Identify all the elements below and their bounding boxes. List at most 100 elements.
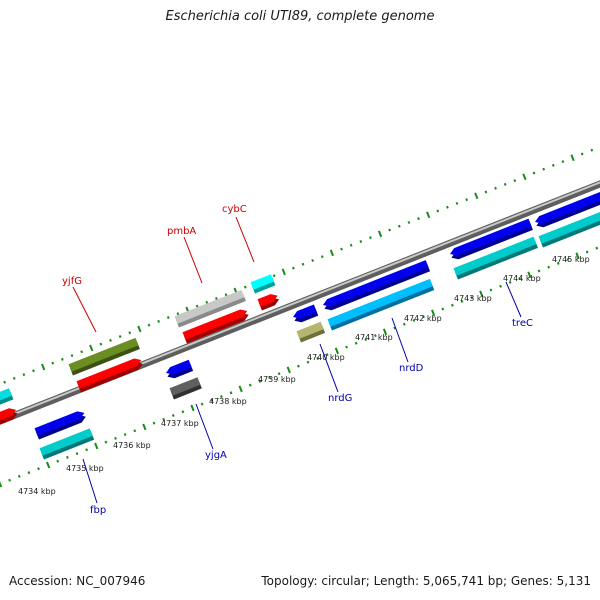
minor-tick bbox=[27, 471, 31, 475]
gene-label-fbp: fbp bbox=[90, 505, 106, 516]
major-tick bbox=[190, 404, 195, 412]
minor-tick bbox=[229, 391, 233, 395]
minor-tick bbox=[56, 459, 60, 463]
accession-text: Accession: NC_007946 bbox=[9, 574, 146, 588]
gene-block-nrdd bbox=[323, 260, 429, 307]
minor-tick bbox=[484, 190, 488, 194]
gene-block-fbp-strand bbox=[34, 411, 85, 436]
minor-tick bbox=[99, 342, 103, 346]
gene-block-right-cyan bbox=[538, 211, 600, 244]
minor-tick bbox=[402, 322, 406, 326]
minor-tick bbox=[32, 369, 35, 373]
major-tick bbox=[426, 211, 431, 219]
minor-tick bbox=[566, 258, 570, 262]
gene-labels-top: yjfG pmbA cybC bbox=[62, 204, 255, 333]
inner-tick-row bbox=[0, 246, 599, 488]
major-tick bbox=[334, 347, 340, 355]
gene-block-trec bbox=[453, 236, 537, 276]
gene-block-trec-strand bbox=[450, 218, 532, 256]
minor-tick bbox=[422, 315, 425, 319]
minor-tick bbox=[17, 474, 21, 478]
tick-label: 4743 kbp bbox=[454, 294, 492, 303]
minor-tick bbox=[354, 341, 358, 345]
gene-block-cybc-red-shadow bbox=[259, 297, 280, 311]
tick-label: 4739 kbp bbox=[258, 375, 296, 384]
tick-labels: 4734 kbp 4735 kbp 4736 kbp 4737 kbp 4738… bbox=[18, 255, 590, 496]
gene-block-yjga bbox=[169, 377, 201, 396]
minor-tick bbox=[465, 198, 469, 202]
tick-label: 4744 kbp bbox=[503, 274, 541, 283]
major-tick bbox=[474, 192, 479, 200]
gene-block-right bbox=[535, 192, 600, 224]
minor-tick bbox=[123, 433, 127, 437]
gene-block-yjga-strand bbox=[166, 359, 192, 375]
major-tick bbox=[479, 290, 484, 298]
minor-tick bbox=[85, 448, 89, 452]
major-tick bbox=[527, 271, 532, 279]
minor-tick bbox=[325, 353, 329, 357]
minor-tick bbox=[51, 361, 55, 365]
minor-tick bbox=[205, 300, 209, 304]
major-tick bbox=[329, 249, 335, 257]
minor-tick bbox=[595, 246, 599, 250]
minor-tick bbox=[224, 293, 228, 297]
genome-summary-text: Topology: circular; Length: 5,065,741 bp… bbox=[261, 574, 591, 588]
minor-tick bbox=[37, 467, 40, 471]
minor-tick bbox=[210, 398, 214, 402]
minor-tick bbox=[316, 356, 320, 360]
major-tick bbox=[570, 154, 575, 162]
minor-tick bbox=[436, 209, 440, 213]
minor-tick bbox=[220, 395, 223, 398]
gene-label-yjfg: yjfG bbox=[62, 276, 82, 287]
map-title: Escherichia coli UTI89, complete genome bbox=[165, 9, 435, 24]
tick-label: 4741 kbp bbox=[355, 333, 393, 342]
minor-tick bbox=[147, 323, 151, 327]
gene-block-nrdg-strand bbox=[293, 304, 317, 319]
major-tick bbox=[137, 325, 142, 333]
minor-tick bbox=[551, 163, 555, 167]
gene-label-yjga: yjgA bbox=[205, 450, 227, 461]
minor-tick bbox=[499, 284, 502, 288]
minor-tick bbox=[8, 478, 11, 482]
minor-tick bbox=[503, 182, 507, 186]
minor-tick bbox=[248, 383, 252, 387]
major-tick bbox=[286, 366, 291, 374]
minor-tick bbox=[455, 201, 459, 205]
minor-tick bbox=[513, 179, 517, 183]
major-tick bbox=[41, 363, 46, 371]
major-tick bbox=[46, 461, 51, 469]
gene-block bbox=[0, 408, 17, 421]
minor-tick bbox=[359, 239, 363, 243]
gene-block-cybc bbox=[250, 274, 274, 290]
minor-tick bbox=[547, 265, 551, 269]
minor-tick bbox=[388, 228, 392, 232]
minor-tick bbox=[297, 364, 300, 368]
minor-tick bbox=[556, 261, 560, 265]
minor-tick bbox=[104, 440, 108, 444]
tick-label: 4745 kbp bbox=[552, 255, 590, 264]
minor-tick bbox=[75, 452, 79, 456]
minor-tick bbox=[128, 331, 132, 335]
minor-tick bbox=[301, 262, 305, 266]
tick-label: 4735 kbp bbox=[66, 464, 104, 473]
gene-block-nrdg bbox=[296, 321, 324, 339]
minor-tick bbox=[152, 421, 156, 425]
tick-label: 4738 kbp bbox=[209, 397, 247, 406]
major-tick bbox=[522, 173, 527, 181]
minor-tick bbox=[166, 316, 170, 320]
minor-tick bbox=[258, 379, 262, 383]
minor-tick bbox=[320, 255, 324, 259]
minor-tick bbox=[489, 288, 493, 292]
minor-tick bbox=[311, 258, 315, 262]
tick-label: 4736 kbp bbox=[113, 441, 151, 450]
minor-tick bbox=[215, 297, 218, 300]
gene-block-yjfg bbox=[68, 337, 139, 372]
major-tick bbox=[377, 230, 383, 238]
minor-tick bbox=[532, 171, 536, 175]
minor-tick bbox=[118, 335, 122, 339]
minor-tick bbox=[494, 186, 497, 190]
minor-tick bbox=[441, 307, 445, 311]
gene-label-nrdg: nrdG bbox=[328, 393, 352, 404]
minor-tick bbox=[460, 299, 464, 303]
